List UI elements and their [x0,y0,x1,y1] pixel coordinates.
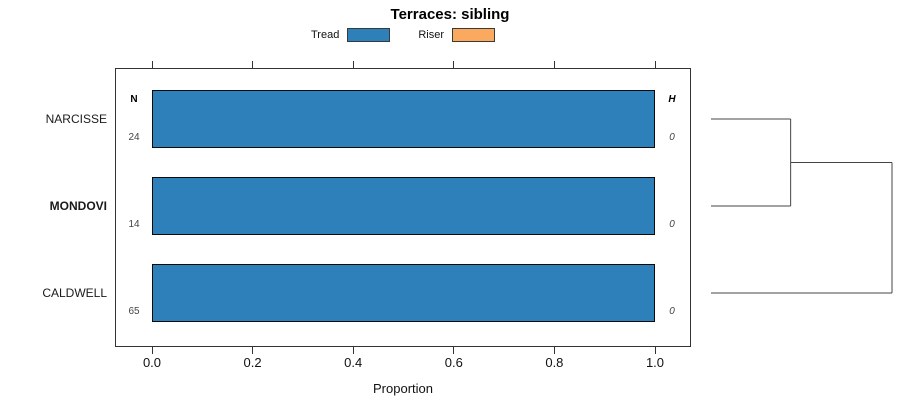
bar-segment-tread [152,177,655,235]
n-value: 14 [128,219,140,230]
x-tick-top [453,61,455,68]
x-tick-bottom [151,347,153,354]
x-tick-label: 0.6 [444,355,463,370]
x-tick-top [553,61,555,68]
category-label: CALDWELL [42,286,107,300]
n-column-header: N [130,94,138,105]
legend-swatch-tread [347,27,391,42]
h-value: 0 [669,306,675,317]
legend: Tread Riser [115,27,691,42]
h-column-header: H [668,94,676,105]
category-label: MONDOVI [49,199,107,213]
legend-swatch-riser [452,27,495,42]
bar-segment-tread [152,264,655,322]
x-tick-bottom [654,347,656,354]
x-tick-label: 0.0 [142,355,162,370]
x-tick-label: 1.0 [645,355,665,370]
x-tick-top [352,61,354,68]
x-tick-top [654,61,656,68]
chart-title: Terraces: sibling [390,6,510,23]
x-tick-label: 0.4 [344,355,363,370]
x-tick-bottom [553,347,555,354]
x-tick-label: 0.8 [545,355,564,370]
category-label: NARCISSE [45,112,107,126]
h-value: 0 [669,132,675,143]
h-value: 0 [669,219,675,230]
bar-segment-tread [152,90,655,148]
plot-area-border [115,68,691,347]
n-value: 65 [128,306,140,317]
x-tick-label: 0.2 [243,355,262,370]
x-tick-top [151,61,153,68]
legend-item-tread: Tread [311,27,391,42]
x-tick-bottom [453,347,455,354]
legend-item-riser: Riser [418,27,495,42]
x-tick-bottom [352,347,354,354]
x-axis-title: Proportion [373,381,433,396]
legend-label: Riser [418,28,444,41]
x-tick-top [252,61,254,68]
legend-label: Tread [311,28,340,41]
n-value: 24 [128,132,140,143]
x-tick-bottom [252,347,254,354]
